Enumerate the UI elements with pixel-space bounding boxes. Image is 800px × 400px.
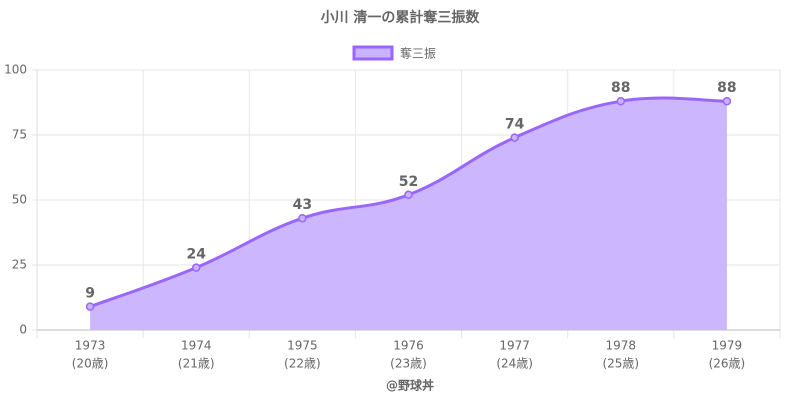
data-label: 9 bbox=[85, 286, 95, 302]
x-tick-label: (24歳) bbox=[496, 357, 533, 371]
x-tick-label: (22歳) bbox=[284, 357, 321, 371]
data-label: 24 bbox=[186, 247, 206, 263]
area bbox=[90, 97, 727, 330]
data-label: 88 bbox=[717, 80, 736, 96]
point bbox=[191, 263, 201, 272]
y-tick-label: 25 bbox=[12, 258, 27, 272]
x-tick-label: 1974 bbox=[181, 339, 212, 353]
point bbox=[298, 213, 307, 223]
data-label: 74 bbox=[505, 117, 525, 133]
x-tick-label: (25歳) bbox=[602, 357, 639, 371]
x-axis-label: @野球丼 bbox=[386, 378, 434, 393]
point bbox=[510, 133, 519, 142]
x-tick-label: 1975 bbox=[287, 339, 318, 353]
x-tick-label: 1979 bbox=[712, 339, 743, 353]
legend-swatch bbox=[352, 45, 394, 61]
y-tick-label: 75 bbox=[12, 128, 27, 142]
x-tick-label: 1976 bbox=[393, 339, 424, 353]
legend-label: 奪三振 bbox=[400, 46, 436, 61]
point bbox=[722, 96, 732, 106]
point bbox=[404, 190, 413, 200]
chart-title: 小川 清一の累計奪三振数 bbox=[321, 9, 481, 26]
x-tick-label: (20歳) bbox=[72, 357, 109, 371]
data-label: 52 bbox=[399, 174, 418, 190]
x-tick-label: (21歳) bbox=[178, 357, 215, 371]
point bbox=[85, 302, 95, 311]
data-label: 43 bbox=[293, 197, 312, 213]
x-tick-label: (23歳) bbox=[390, 357, 427, 371]
y-tick-label: 50 bbox=[12, 193, 27, 207]
x-tick-label: (26歳) bbox=[709, 357, 746, 371]
y-tick-label: 100 bbox=[4, 63, 27, 77]
point bbox=[616, 96, 626, 106]
x-tick-label: 1978 bbox=[606, 339, 637, 353]
x-tick-label: 1977 bbox=[499, 339, 530, 353]
data-label: 88 bbox=[611, 80, 630, 96]
y-tick-label: 0 bbox=[19, 323, 27, 337]
x-tick-label: 1973 bbox=[75, 339, 106, 353]
